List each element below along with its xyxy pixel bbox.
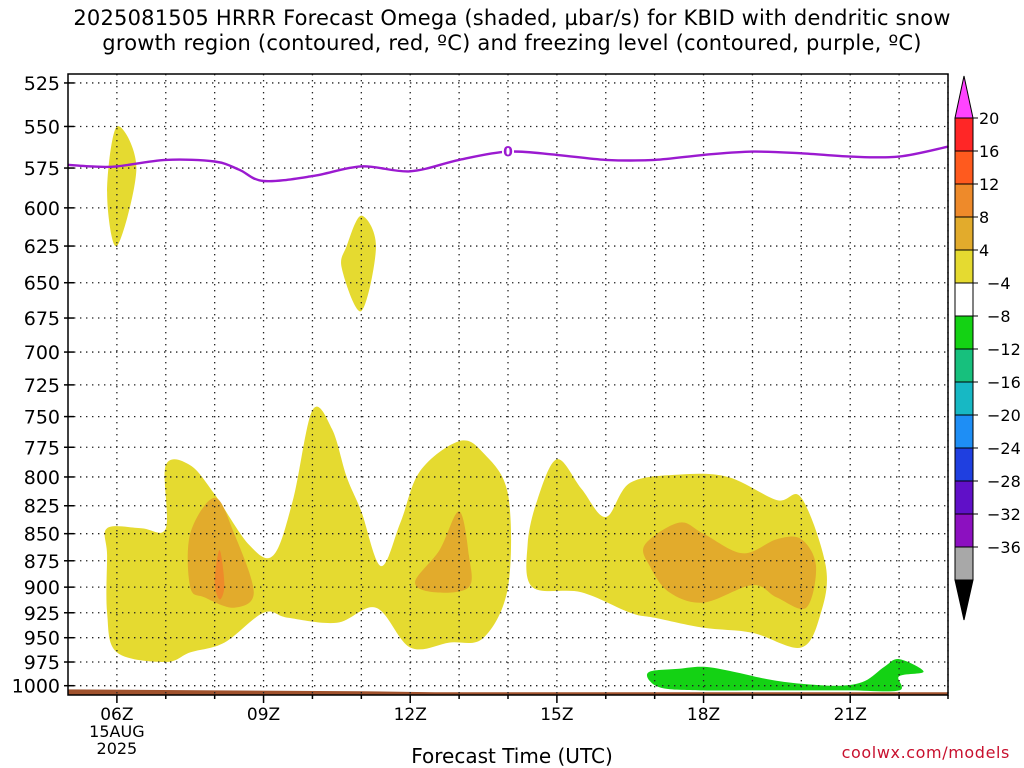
colorbar-box-8 xyxy=(954,348,974,383)
x-tick-label: 12Z xyxy=(394,705,427,725)
colorbar-label: −24 xyxy=(987,439,1021,458)
contour-lines: 0 xyxy=(67,143,949,183)
colorbar-box-11 xyxy=(954,447,974,482)
chart-title-line1: 2025081505 HRRR Forecast Omega (shaded, … xyxy=(73,6,951,30)
y-tick-label: 800 xyxy=(24,467,60,489)
colorbar-label: 16 xyxy=(979,142,999,161)
omega-region-8 xyxy=(646,659,924,692)
colorbar-label: −12 xyxy=(987,340,1021,359)
y-tick-label: 625 xyxy=(24,236,60,258)
y-tick-label: 650 xyxy=(24,273,60,295)
y-tick-label: 675 xyxy=(24,308,60,330)
y-tick-label: 900 xyxy=(24,577,60,599)
colorbar-box-3 xyxy=(954,183,974,218)
x-date-label: 2025 xyxy=(97,739,138,758)
x-tick-label: 06Z xyxy=(100,705,133,725)
colorbar-box-6 xyxy=(954,282,974,317)
y-tick-label: 850 xyxy=(24,524,60,546)
y-tick-label: 875 xyxy=(24,551,60,573)
colorbar-label: 12 xyxy=(979,175,999,194)
omega-region-7 xyxy=(214,549,225,600)
x-tick-label: 15Z xyxy=(540,705,573,725)
y-tick-label: 750 xyxy=(24,407,60,429)
omega-region-0 xyxy=(107,126,137,247)
colorbar-label: −32 xyxy=(987,505,1021,524)
colorbar-label: 4 xyxy=(979,241,989,260)
y-tick-label: 700 xyxy=(24,342,60,364)
y-tick-label: 775 xyxy=(24,437,60,459)
x-tick-label: 21Z xyxy=(834,705,867,725)
y-tick-label: 925 xyxy=(24,603,60,625)
colorbar-label: −8 xyxy=(987,307,1011,326)
omega-region-2 xyxy=(104,406,512,662)
pressure-tick-labels: 525 550 575 600 625 650 675 700 725 750 775 800 825 8… xyxy=(12,73,60,698)
colorbar-box-7 xyxy=(954,315,974,350)
y-tick-label: 575 xyxy=(24,158,60,180)
colorbar-bottom-arrow xyxy=(954,579,974,621)
omega-region-5 xyxy=(415,511,472,593)
colorbar-label: 20 xyxy=(979,109,999,128)
colorbar-label: −16 xyxy=(987,373,1021,392)
colorbar-box-12 xyxy=(954,480,974,515)
colorbar-box-13 xyxy=(954,513,974,548)
y-tick-label: 825 xyxy=(24,496,60,518)
omega-colorbar: 20 16 12 8 4 −4 −8 −12 −16 −20 −24 −28 −32 −36 xyxy=(954,75,1021,621)
x-tick-label: 18Z xyxy=(687,705,720,725)
colorbar-box-1 xyxy=(954,117,974,152)
x-axis-label: Forecast Time (UTC) xyxy=(411,744,613,768)
freezing-level-label: 0 xyxy=(503,145,513,161)
colorbar-box-14 xyxy=(954,546,974,581)
colorbar-box-10 xyxy=(954,414,974,449)
x-date-label: 15AUG xyxy=(89,722,144,741)
y-tick-label: 975 xyxy=(24,652,60,674)
colorbar-box-5 xyxy=(954,249,974,284)
freezing-level-contour xyxy=(67,145,949,183)
colorbar-label: 8 xyxy=(979,208,989,227)
freezing-level-label-bg xyxy=(502,143,514,160)
y-tick-label: 950 xyxy=(24,628,60,650)
colorbar-top-arrow xyxy=(954,75,974,119)
y-tick-label: 725 xyxy=(24,375,60,397)
omega-region-1 xyxy=(341,215,376,312)
x-tick-label: 09Z xyxy=(247,705,280,725)
chart-title: 2025081505 HRRR Forecast Omega (shaded, … xyxy=(0,6,1024,56)
colorbar-label: −28 xyxy=(987,472,1021,491)
colorbar-label: −20 xyxy=(987,406,1021,425)
y-tick-label: 550 xyxy=(24,116,60,138)
source-credit: coolwx.com/models xyxy=(841,743,1010,762)
colorbar-box-4 xyxy=(954,216,974,251)
axes-frame xyxy=(64,73,949,703)
colorbar-label: −36 xyxy=(987,538,1021,557)
grid-lines xyxy=(68,74,949,695)
y-tick-label: 600 xyxy=(24,198,60,220)
y-tick-label: 525 xyxy=(24,73,60,95)
colorbar-box-9 xyxy=(954,381,974,416)
colorbar-label: −4 xyxy=(987,274,1011,293)
omega-region-4 xyxy=(187,497,254,608)
y-tick-label: 1000 xyxy=(12,676,60,698)
colorbar-box-2 xyxy=(954,150,974,185)
chart-title-line2: growth region (contoured, red, ºC) and f… xyxy=(102,31,922,55)
